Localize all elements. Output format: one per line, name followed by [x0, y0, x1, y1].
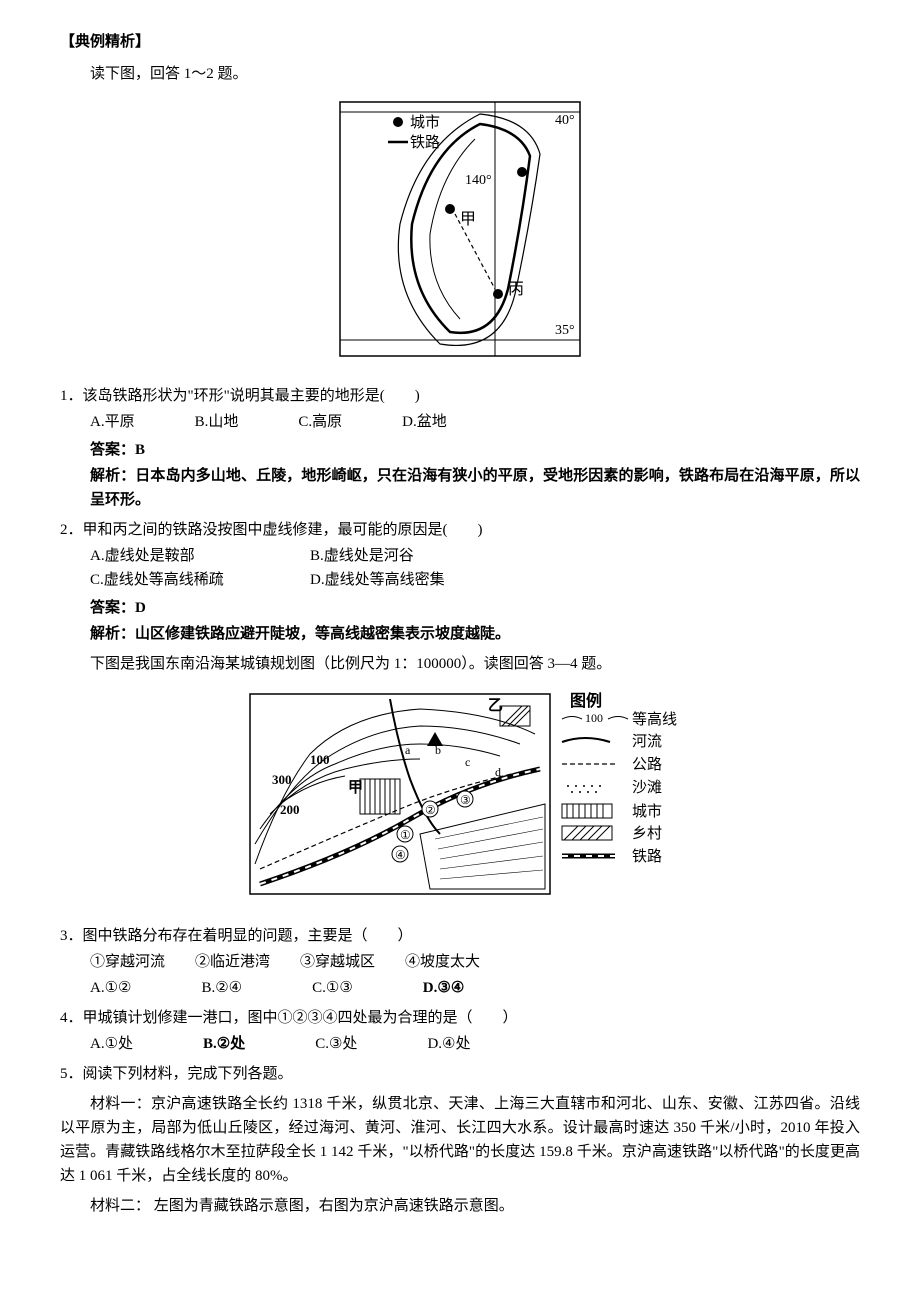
svg-text:公路: 公路: [632, 756, 662, 773]
svg-text:乡村: 乡村: [632, 825, 662, 842]
svg-text:①: ①: [400, 828, 411, 842]
q3-opt-b: B.②④: [201, 976, 242, 1000]
q2-opt-b: B.虚线处是河谷: [310, 544, 530, 568]
svg-text:②: ②: [425, 803, 436, 817]
svg-text:c: c: [465, 755, 470, 769]
svg-text:100: 100: [585, 711, 603, 725]
q4-opt-a: A.①处: [90, 1032, 133, 1056]
q3-opt-c: C.①③: [312, 976, 353, 1000]
svg-text:b: b: [435, 743, 441, 757]
q3-subs: ①穿越河流 ②临近港湾 ③穿越城区 ④坡度太大: [90, 950, 860, 974]
q4-opt-d: D.④处: [427, 1032, 470, 1056]
q5-p2: 材料二： 左图为青藏铁路示意图，右图为京沪高速铁路示意图。: [60, 1194, 860, 1218]
svg-text:河流: 河流: [632, 733, 662, 750]
svg-text:a: a: [405, 743, 411, 757]
svg-text:100: 100: [310, 752, 330, 767]
q4-opt-b: B.②处: [203, 1032, 245, 1056]
q4-options: A.①处 B.②处 C.③处 D.④处: [90, 1032, 860, 1056]
q5-p1: 材料一：京沪高速铁路全长约 1318 千米，纵贯北京、天津、上海三大直辖市和河北…: [60, 1092, 860, 1188]
intro-1: 读下图，回答 1～2 题。: [60, 62, 860, 86]
figure-1: 40° 35° 140° 甲 丙 城市 铁路: [60, 94, 860, 372]
q2-options: A.虚线处是鞍部 B.虚线处是河谷 C.虚线处等高线稀疏 D.虚线处等高线密集: [90, 544, 860, 592]
q1-answer: 答案：B: [90, 438, 860, 462]
q4-opt-c: C.③处: [315, 1032, 357, 1056]
q1-stem: 1．该岛铁路形状为"环形"说明其最主要的地形是( ): [60, 384, 860, 408]
q1-opt-d: D.盆地: [402, 410, 447, 434]
legend-rail: 铁路: [410, 134, 440, 151]
city-jia-label: 甲: [460, 211, 476, 228]
lat-40: 40°: [555, 113, 575, 128]
lon-140: 140°: [465, 173, 492, 188]
q3-opt-d: D.③④: [423, 976, 464, 1000]
q3-opt-a: A.①②: [90, 976, 131, 1000]
intro-2: 下图是我国东南沿海某城镇规划图（比例尺为 1：100000）。读图回答 3—4 …: [60, 652, 860, 676]
svg-text:d: d: [495, 765, 501, 779]
q1-explain: 解析：日本岛内多山地、丘陵，地形崎岖，只在沿海有狭小的平原，受地形因素的影响，铁…: [90, 464, 860, 512]
city-jia-dot: [445, 204, 455, 214]
q5-stem: 5．阅读下列材料，完成下列各题。: [60, 1062, 860, 1086]
q3-stem: 3．图中铁路分布存在着明显的问题，主要是（ ）: [60, 924, 860, 948]
svg-text:300: 300: [272, 772, 292, 787]
legend-city: 城市: [410, 114, 440, 131]
q1-opt-c: C.高原: [298, 410, 342, 434]
q1-opt-a: A.平原: [90, 410, 135, 434]
city-bing-label: 丙: [508, 281, 524, 298]
svg-text:④: ④: [395, 848, 406, 862]
svg-text:③: ③: [460, 793, 471, 807]
svg-text:甲: 甲: [348, 779, 363, 796]
q2-opt-c: C.虚线处等高线稀疏: [90, 568, 310, 592]
q2-answer: 答案：D: [90, 596, 860, 620]
q2-explain: 解析：山区修建铁路应避开陡坡，等高线越密集表示坡度越陡。: [90, 622, 860, 646]
svg-text:城市: 城市: [632, 803, 662, 820]
svg-text:等高线: 等高线: [632, 710, 677, 728]
q3-options: A.①② B.②④ C.①③ D.③④: [90, 976, 860, 1000]
svg-text:铁路: 铁路: [632, 848, 662, 865]
legend-title: 图例: [570, 691, 602, 710]
q4-stem: 4．甲城镇计划修建一港口，图中①②③④四处最为合理的是（ ）: [60, 1006, 860, 1030]
q2-opt-d: D.虚线处等高线密集: [310, 568, 530, 592]
svg-text:沙滩: 沙滩: [632, 779, 662, 796]
city-bing-dot: [493, 289, 503, 299]
lat-35: 35°: [555, 323, 575, 338]
svg-text:乙: 乙: [488, 698, 503, 714]
q1-options: A.平原 B.山地 C.高原 D.盆地: [90, 410, 860, 434]
section-title: 【典例精析】: [60, 30, 860, 54]
q2-opt-a: A.虚线处是鞍部: [90, 544, 310, 568]
q2-stem: 2．甲和丙之间的铁路没按图中虚线修建，最可能的原因是( ): [60, 518, 860, 542]
q1-opt-b: B.山地: [195, 410, 239, 434]
svg-text:200: 200: [280, 802, 300, 817]
figure-2: 300 200 100 甲 乙: [60, 684, 860, 912]
